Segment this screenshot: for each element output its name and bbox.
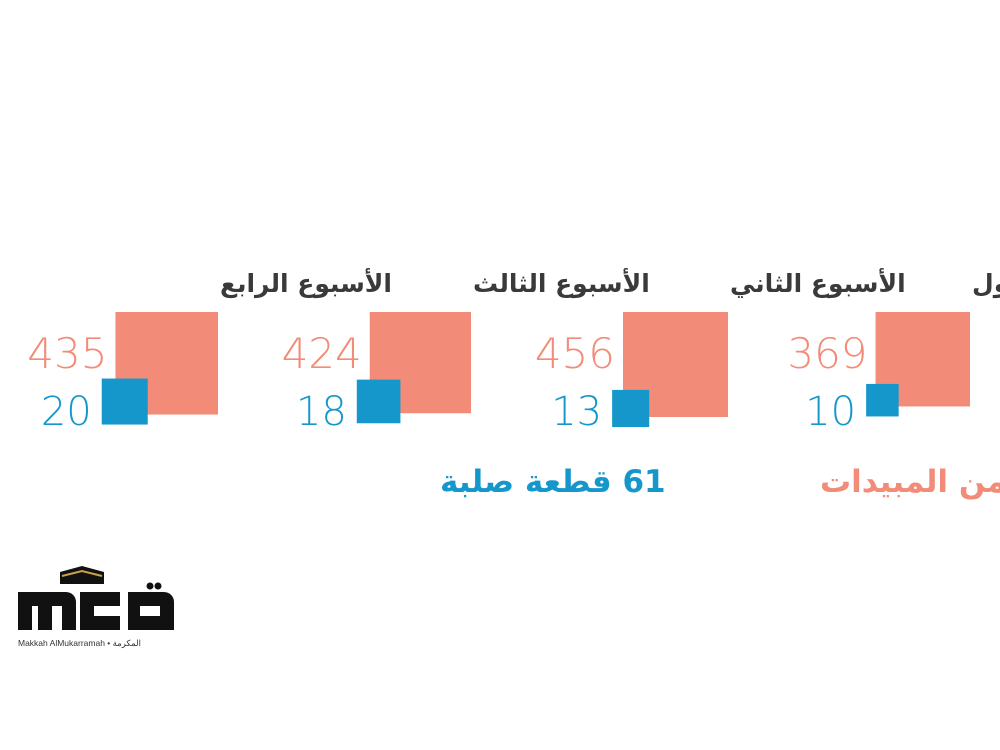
week-group: الأسبوع الرابع 435 20 xyxy=(27,268,392,435)
week-group: الأسبوع الأول 369 10 xyxy=(787,268,1000,435)
makkah-logo: Makkah AlMukarramah • المكرمة xyxy=(18,566,174,649)
pesticide-value-label: 369 xyxy=(787,329,867,378)
logo-kaaba-mark xyxy=(60,566,104,584)
week-groups: الأسبوع الأول36910الأسبوع الثاني45613الأ… xyxy=(27,268,1000,435)
week-group: الأسبوع الثالث 424 18 xyxy=(282,268,650,435)
logo-subtitle: Makkah AlMukarramah • المكرمة xyxy=(18,638,141,649)
logo-letter-shape xyxy=(18,592,174,630)
logo-dot xyxy=(146,582,154,590)
week-label: الأسبوع الرابع xyxy=(220,268,392,299)
pesticide-value-label: 424 xyxy=(282,329,362,378)
solid-value-label: 13 xyxy=(551,389,602,435)
week-label: الأسبوع الثاني xyxy=(730,268,906,299)
solid-value-label: 20 xyxy=(41,389,92,435)
totals-line: 1684 لترا من المبيدات 61 قطعة صلبة xyxy=(440,464,1000,500)
solid-square xyxy=(612,389,650,427)
pesticide-value-label: 435 xyxy=(27,329,107,378)
week-label: الأسبوع الثالث xyxy=(473,268,650,299)
solid-square xyxy=(866,383,899,417)
logo-dot xyxy=(154,582,162,590)
solid-value-label: 18 xyxy=(296,389,347,435)
solid-square xyxy=(101,378,148,425)
total-solid-text: 61 قطعة صلبة xyxy=(440,464,666,500)
total-pesticide-text: 1684 لترا من المبيدات xyxy=(820,464,1000,500)
solid-square xyxy=(356,379,401,424)
logo-kaaba-band xyxy=(61,569,103,577)
solid-value-label: 10 xyxy=(805,389,856,435)
week-group: الأسبوع الثاني 456 13 xyxy=(535,268,906,435)
week-label: الأسبوع الأول xyxy=(972,268,1000,299)
pesticide-value-label: 456 xyxy=(535,329,615,378)
